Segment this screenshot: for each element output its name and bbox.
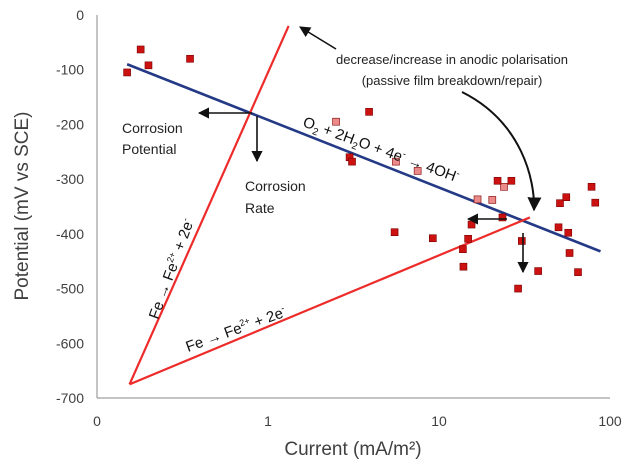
data-point bbox=[429, 234, 437, 243]
data-point bbox=[123, 68, 131, 77]
data-point-light bbox=[473, 195, 482, 204]
data-point bbox=[459, 245, 467, 253]
x-tick-label: 100 bbox=[598, 413, 622, 429]
data-point bbox=[587, 183, 596, 191]
y-axis-title: Potential (mV vs SCE) bbox=[12, 112, 33, 301]
data-point bbox=[365, 108, 373, 116]
data-point bbox=[136, 45, 145, 54]
series-line-cathodic-O2-reduction bbox=[126, 63, 601, 253]
data-point bbox=[186, 54, 194, 63]
data-point bbox=[562, 193, 571, 201]
x-tick-label: 1 bbox=[264, 413, 272, 429]
data-point bbox=[498, 213, 507, 222]
data-point bbox=[464, 234, 472, 243]
polarisation-arrow bbox=[299, 26, 337, 50]
data-point bbox=[144, 61, 153, 70]
data-point bbox=[564, 228, 573, 237]
y-tick-label: -100 bbox=[56, 62, 84, 78]
y-tick-label: -300 bbox=[56, 171, 84, 187]
x-tick-label: 0 bbox=[93, 413, 101, 429]
y-tick-label: -500 bbox=[56, 281, 84, 297]
data-point bbox=[565, 249, 574, 257]
data-points bbox=[123, 45, 600, 293]
data-point bbox=[493, 176, 502, 185]
x-tick-label: 10 bbox=[431, 413, 447, 429]
x-tick-labels: 0 1 10 100 bbox=[93, 413, 622, 429]
polarisation-annotation-line1: decrease/increase in anodic polarisation bbox=[336, 52, 568, 67]
data-point bbox=[556, 199, 564, 208]
y-tick-label: -700 bbox=[56, 390, 84, 406]
data-point bbox=[507, 176, 516, 185]
data-point-light bbox=[392, 157, 400, 166]
corrosion-potential-label-line2: Potential bbox=[122, 141, 176, 157]
data-point-light bbox=[413, 167, 422, 175]
corrosion-rate-label-line1: Corrosion bbox=[245, 178, 306, 194]
iron-oxidation-equation-steep: Fe → Fe2+ + 2e- bbox=[145, 216, 198, 321]
corrosion-rate-label-line2: Rate bbox=[245, 200, 275, 216]
data-point bbox=[459, 262, 468, 271]
annotations: decrease/increase in anodic polarisation… bbox=[122, 26, 568, 356]
data-point bbox=[554, 223, 563, 232]
data-point bbox=[390, 228, 399, 237]
data-point bbox=[534, 267, 542, 275]
series-lines bbox=[126, 25, 601, 386]
oxygen-reduction-equation: O2 + 2H2O + 4e- → 4OH- bbox=[300, 113, 462, 189]
y-tick-label: -400 bbox=[56, 226, 84, 242]
x-axis-title: Current (mA/m²) bbox=[284, 439, 421, 460]
polarisation-annotation-line2: (passive film breakdown/repair) bbox=[362, 73, 543, 88]
corrosion-potential-label-line1: Corrosion bbox=[122, 120, 183, 136]
axes bbox=[96, 15, 610, 399]
iron-oxidation-equation-shallow: Fe → Fe2+ + 2e- bbox=[183, 303, 288, 356]
data-point-light bbox=[500, 183, 508, 191]
series-line-anodic-Fe-upper bbox=[128, 25, 290, 385]
series-line-anodic-Fe-lower bbox=[129, 216, 531, 386]
data-point-light bbox=[332, 117, 340, 126]
data-point bbox=[591, 198, 600, 207]
data-point bbox=[518, 237, 526, 245]
y-tick-label: -200 bbox=[56, 116, 84, 132]
data-point bbox=[574, 268, 582, 276]
y-tick-label: 0 bbox=[76, 7, 84, 23]
data-point bbox=[514, 284, 522, 293]
polarisation-curved-arrow bbox=[461, 91, 542, 212]
data-point bbox=[467, 220, 476, 229]
y-tick-labels: 0 -100 -200 -300 -400 -500 -600 -700 bbox=[56, 7, 84, 406]
data-point bbox=[348, 157, 356, 166]
y-tick-label: -600 bbox=[56, 335, 84, 351]
data-point-light bbox=[488, 196, 497, 204]
